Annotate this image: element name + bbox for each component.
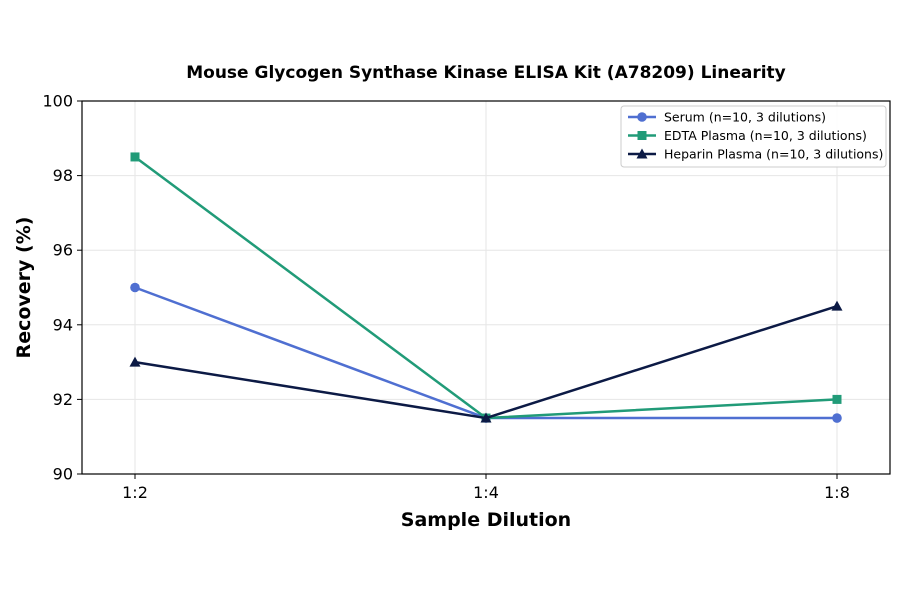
legend-item: EDTA Plasma (n=10, 3 dilutions) [628,128,867,143]
data-point [832,394,842,404]
legend-marker [637,131,647,140]
y-axis-label: Recovery (%) [13,217,35,359]
y-tick-label: 94 [53,315,73,334]
y-tick-label: 100 [42,92,73,111]
legend-label: EDTA Plasma (n=10, 3 dilutions) [664,128,867,143]
legend-label: Heparin Plasma (n=10, 3 dilutions) [664,147,883,162]
data-point [130,282,140,293]
y-tick-label: 96 [53,241,73,260]
x-tick-label: 1:4 [473,483,499,502]
legend-marker [637,112,647,122]
legend-marker [636,148,648,159]
data-point [129,356,141,367]
x-tick-label: 1:8 [824,483,850,502]
y-tick-label: 92 [53,390,73,409]
x-tick-label: 1:2 [122,483,148,502]
axis-ticks: 90 92 94 96 98 100 1:2 1:4 1:8 [42,92,849,503]
series-3 [129,300,843,423]
legend-label: Serum (n=10, 3 dilutions) [664,110,826,125]
series-layer [129,152,843,423]
y-tick-label: 98 [53,166,73,185]
legend-item: Heparin Plasma (n=10, 3 dilutions) [628,147,883,162]
data-point [831,300,843,311]
y-tick-label: 90 [53,465,73,484]
data-point [480,412,492,423]
data-point [130,152,140,162]
legend-box [620,105,887,168]
legend-item: Serum (n=10, 3 dilutions) [628,110,826,125]
x-axis-label: Sample Dilution [401,509,571,531]
data-point [832,413,842,423]
chart-title: Mouse Glycogen Synthase Kinase ELISA Kit… [186,63,786,83]
legend: Serum (n=10, 3 dilutions) EDTA Plasma (n=… [620,105,887,168]
